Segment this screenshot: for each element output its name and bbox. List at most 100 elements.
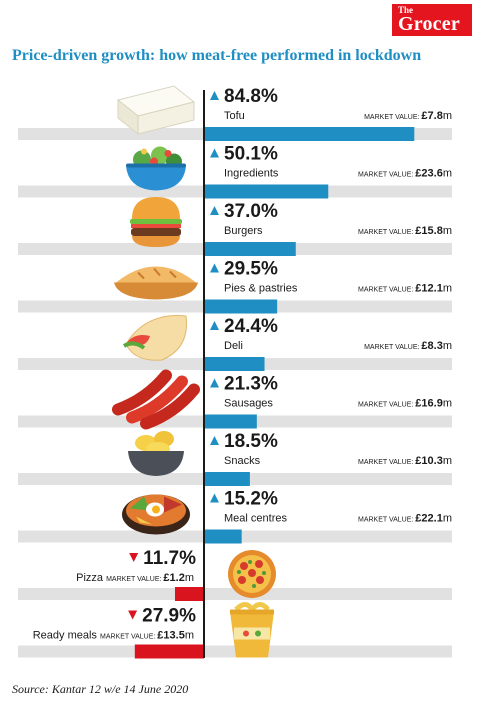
market-value: MARKET VALUE: £12.1m bbox=[358, 283, 452, 295]
category-label: Burgers bbox=[224, 225, 263, 237]
market-value-amount: £16.9 bbox=[415, 398, 443, 410]
market-value-unit: m bbox=[443, 168, 452, 180]
market-value: MARKET VALUE: £23.6m bbox=[358, 168, 452, 180]
bar-tofu bbox=[204, 127, 415, 141]
market-value-label: MARKET VALUE: bbox=[358, 459, 415, 466]
chart-title: Price-driven growth: how meat-free perfo… bbox=[12, 47, 422, 64]
value-label: 21.3% bbox=[224, 374, 278, 395]
down-arrow-icon bbox=[129, 553, 139, 562]
market-value: MARKET VALUE: £10.3m bbox=[358, 455, 452, 467]
up-arrow-icon bbox=[210, 148, 219, 158]
market-value-label: MARKET VALUE: bbox=[100, 634, 157, 641]
market-value-unit: m bbox=[443, 110, 452, 122]
market-value-label: MARKET VALUE: bbox=[364, 114, 421, 121]
market-value-unit: m bbox=[443, 513, 452, 525]
market-value-label: MARKET VALUE: bbox=[364, 344, 421, 351]
row-sausages: 21.3% Sausages MARKET VALUE: £16.9m bbox=[18, 369, 452, 430]
category-label: Ready meals bbox=[33, 630, 100, 642]
market-value-amount: £12.1 bbox=[415, 283, 443, 295]
row-meal-centres: 15.2% Meal centres MARKET VALUE: £22.1m bbox=[18, 489, 452, 544]
market-value-unit: m bbox=[443, 398, 452, 410]
row-burgers: 37.0% Burgers MARKET VALUE: £15.8m bbox=[18, 197, 452, 256]
market-value-label: MARKET VALUE: bbox=[106, 576, 163, 583]
down-arrow-icon bbox=[128, 610, 138, 620]
category-and-market-value: Ready meals MARKET VALUE: £13.5m bbox=[33, 630, 194, 642]
market-value-label: MARKET VALUE: bbox=[358, 402, 415, 409]
market-value-unit: m bbox=[443, 340, 452, 352]
up-arrow-icon bbox=[210, 493, 219, 503]
market-value-amount: £10.3 bbox=[415, 455, 443, 467]
market-value-amount: £7.8 bbox=[421, 110, 442, 122]
category-label: Sausages bbox=[224, 398, 273, 410]
bibimbap-icon bbox=[122, 494, 190, 535]
bar-pies-and-pastries bbox=[204, 299, 278, 314]
row-ingredients: 50.1% Ingredients MARKET VALUE: £23.6m bbox=[18, 144, 452, 199]
market-value-amount: £22.1 bbox=[415, 513, 443, 525]
up-arrow-icon bbox=[210, 206, 219, 215]
snacks-bowl-icon bbox=[128, 431, 184, 476]
market-value-amount: £1.2 bbox=[163, 572, 184, 584]
salad-bowl-icon bbox=[126, 146, 186, 191]
row-deli: 24.4% Deli MARKET VALUE: £8.3m bbox=[18, 315, 452, 371]
up-arrow-icon bbox=[210, 91, 219, 100]
up-arrow-icon bbox=[210, 263, 219, 273]
bar-track bbox=[18, 645, 452, 658]
source-note: Source: Kantar 12 w/e 14 June 2020 bbox=[12, 682, 189, 696]
category-label: Snacks bbox=[224, 455, 261, 467]
value-label: 24.4% bbox=[224, 316, 278, 337]
market-value-amount: £8.3 bbox=[421, 340, 442, 352]
market-value-label: MARKET VALUE: bbox=[358, 229, 415, 236]
category-label: Deli bbox=[224, 340, 243, 352]
row-pizza: 11.7% Pizza MARKET VALUE: £1.2m bbox=[18, 548, 452, 601]
category-label: Tofu bbox=[224, 110, 245, 122]
value-label: 18.5% bbox=[224, 431, 278, 452]
market-value: MARKET VALUE: £8.3m bbox=[364, 340, 452, 352]
market-value-amount: £15.8 bbox=[415, 225, 443, 237]
up-arrow-icon bbox=[210, 378, 219, 388]
market-value-label: MARKET VALUE: bbox=[358, 517, 415, 524]
category-label: Pizza bbox=[76, 572, 106, 584]
logo-main-text: Grocer bbox=[398, 13, 460, 35]
bar-ingredients bbox=[204, 184, 329, 199]
the-grocer-logo: The Grocer bbox=[392, 4, 472, 36]
row-ready-meals: 27.9% Ready meals MARKET VALUE: £13.5m bbox=[18, 602, 452, 659]
market-value-label: MARKET VALUE: bbox=[358, 287, 415, 294]
up-arrow-icon bbox=[210, 321, 219, 330]
cup-noodles-icon bbox=[230, 602, 274, 658]
wrap-icon bbox=[122, 315, 187, 361]
category-label: Meal centres bbox=[224, 513, 287, 525]
market-value-unit: m bbox=[185, 572, 194, 584]
value-label: 27.9% bbox=[142, 606, 196, 627]
pie-icon bbox=[114, 266, 198, 300]
bar-sausages bbox=[204, 414, 257, 429]
market-value-unit: m bbox=[185, 630, 194, 642]
bar-meal-centres bbox=[204, 529, 242, 544]
category-label: Ingredients bbox=[224, 168, 279, 180]
market-value: MARKET VALUE: £22.1m bbox=[358, 513, 452, 525]
bar-deli bbox=[204, 357, 265, 371]
market-value: MARKET VALUE: £15.8m bbox=[358, 225, 452, 237]
market-value-amount: £13.5 bbox=[157, 630, 185, 642]
row-snacks: 18.5% Snacks MARKET VALUE: £10.3m bbox=[18, 431, 452, 486]
category-and-market-value: Pizza MARKET VALUE: £1.2m bbox=[76, 572, 194, 584]
value-label: 50.1% bbox=[224, 144, 278, 165]
bar-ready-meals bbox=[134, 644, 204, 659]
bar-track bbox=[18, 588, 452, 600]
sausages-icon bbox=[112, 369, 200, 430]
bar-burgers bbox=[204, 242, 296, 256]
market-value-label: MARKET VALUE: bbox=[358, 172, 415, 179]
value-label: 84.8% bbox=[224, 86, 278, 107]
up-arrow-icon bbox=[210, 436, 219, 445]
market-value-unit: m bbox=[443, 455, 452, 467]
logo-small-text: The bbox=[398, 5, 414, 15]
market-value: MARKET VALUE: £7.8m bbox=[364, 110, 452, 122]
tofu-icon bbox=[116, 85, 196, 136]
bar-snacks bbox=[204, 472, 250, 486]
value-label: 11.7% bbox=[143, 548, 196, 569]
market-value: MARKET VALUE: £16.9m bbox=[358, 398, 452, 410]
category-label: Pies & pastries bbox=[224, 283, 298, 295]
bar-pizza bbox=[174, 587, 204, 601]
value-label: 29.5% bbox=[224, 259, 278, 280]
market-value-unit: m bbox=[443, 283, 452, 295]
